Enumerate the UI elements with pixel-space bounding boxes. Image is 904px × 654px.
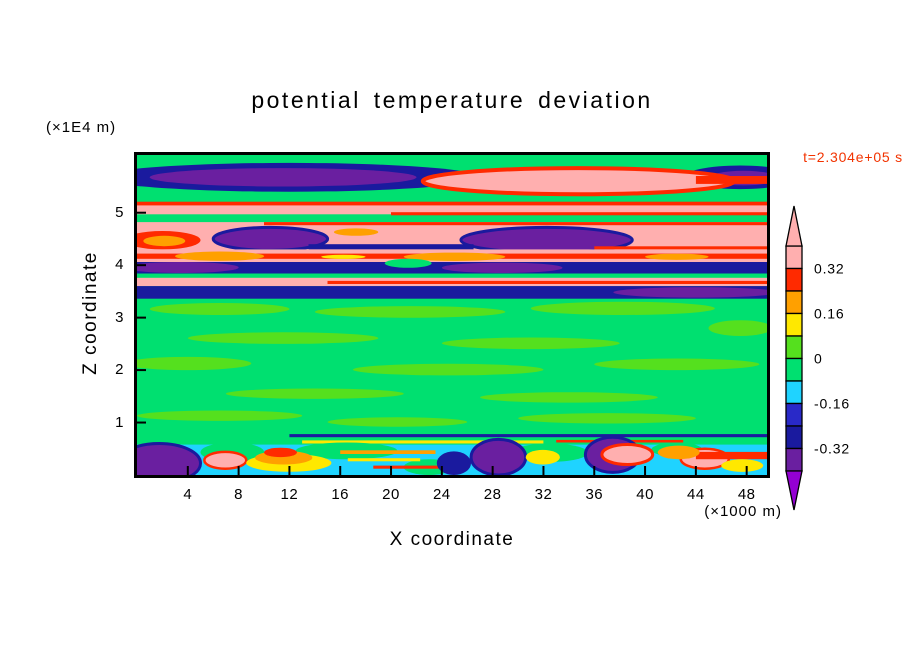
- field-band: [308, 244, 474, 250]
- field-blob: [384, 258, 432, 268]
- field-blob: [149, 168, 417, 187]
- field-blob: [264, 447, 297, 458]
- colorbar-label: 0.32: [814, 261, 844, 277]
- field-band: [373, 465, 446, 469]
- field-blob: [137, 262, 239, 273]
- colorbar-segment: [785, 380, 803, 405]
- colorbar-label: -0.16: [814, 396, 850, 412]
- field-blob: [403, 252, 506, 261]
- field-blob: [187, 332, 379, 344]
- x-tick-label: 28: [483, 486, 502, 503]
- field-blob: [225, 388, 404, 399]
- field-band: [347, 458, 421, 462]
- colorbar-label: 0.16: [814, 306, 844, 322]
- field-blob: [708, 320, 767, 336]
- x-tick-label: 16: [331, 486, 350, 503]
- field-blob: [645, 253, 709, 260]
- colorbar-segment: [785, 290, 803, 315]
- field-blob: [137, 356, 252, 371]
- x-axis-title: X coordinate: [389, 529, 515, 550]
- field-blob: [530, 301, 715, 315]
- field-blob: [352, 363, 544, 376]
- field-blob: [594, 358, 760, 371]
- z-axis-title: Z coordinate: [80, 251, 101, 375]
- colorbar-segment: [785, 267, 803, 292]
- field-band: [695, 451, 767, 460]
- field-blob: [525, 449, 560, 465]
- field-band: [695, 176, 767, 184]
- field-blob: [327, 417, 468, 427]
- field-blob: [321, 254, 366, 259]
- colorbar-segment: [785, 402, 803, 427]
- colorbar-label: -0.32: [814, 441, 850, 457]
- colorbar-svg: 0.32 0.16 0 -0.16 -0.32: [785, 205, 850, 511]
- field-band: [137, 286, 767, 299]
- field-band: [137, 201, 767, 206]
- colorbar-segment: [785, 335, 803, 360]
- field-blob: [175, 251, 265, 261]
- field-band: [340, 450, 436, 454]
- field-band: [391, 212, 767, 216]
- colorbar-label: 0: [814, 351, 823, 367]
- x-tick-label: 32: [534, 486, 553, 503]
- z-axis-units: (×1E4 m): [46, 119, 117, 136]
- field-blob: [518, 413, 696, 424]
- colorbar-segment: [785, 245, 803, 270]
- field-blob: [143, 235, 186, 247]
- field-blob: [137, 410, 303, 421]
- z-tick-label: 5: [115, 203, 124, 221]
- x-tick-label: 44: [687, 486, 705, 503]
- colorbar-segment: [785, 447, 803, 472]
- field-blob: [721, 459, 764, 472]
- field-band: [594, 246, 767, 250]
- plot-title: potential temperature deviation: [251, 87, 653, 113]
- field-blob: [613, 287, 767, 298]
- field-blob: [149, 303, 290, 315]
- plot-frame: [134, 152, 770, 478]
- x-tick-label: 20: [382, 486, 400, 503]
- colorbar-segment: [785, 357, 803, 382]
- field-blob: [203, 450, 248, 470]
- colorbar-segment: [785, 312, 803, 337]
- time-annotation: t=2.304e+05 s: [803, 149, 903, 165]
- x-axis-units: (×1000 m): [704, 503, 782, 520]
- field-blob: [137, 442, 202, 475]
- field-blob: [441, 337, 620, 350]
- field-band: [302, 440, 544, 444]
- field-band: [327, 280, 767, 284]
- field-blob: [480, 392, 658, 403]
- colorbar-segment: [785, 425, 803, 450]
- colorbar: 0.32 0.16 0 -0.16 -0.32: [784, 205, 904, 522]
- x-tick-label: 8: [234, 486, 244, 503]
- x-tick-label: 36: [585, 486, 604, 503]
- field-blob: [314, 306, 506, 318]
- x-tick-label: 4: [183, 486, 193, 503]
- x-tick-label: 12: [280, 486, 299, 503]
- temperature-field-heatmap: [137, 155, 767, 475]
- field-blob: [469, 437, 528, 475]
- field-blob: [333, 228, 379, 236]
- field-band: [289, 434, 767, 438]
- colorbar-under-arrow: [785, 470, 803, 511]
- z-tick-label: 1: [115, 413, 124, 431]
- field-blob: [420, 166, 736, 197]
- x-tick-label: 48: [737, 486, 756, 503]
- x-tick-label: 40: [636, 486, 654, 503]
- x-tick-label: 24: [432, 486, 451, 503]
- field-blob: [436, 451, 471, 475]
- field-blob: [600, 443, 655, 466]
- field-blob: [657, 445, 700, 460]
- colorbar-over-arrow: [785, 205, 803, 247]
- field-band: [264, 222, 767, 226]
- field-blob: [441, 262, 563, 273]
